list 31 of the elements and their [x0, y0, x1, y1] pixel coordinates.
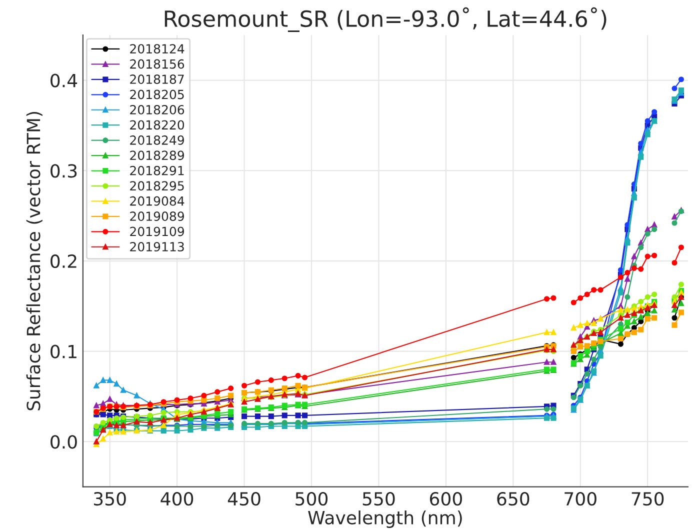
x-tick-label: 600: [430, 492, 462, 506]
x-tick-label: 400: [160, 492, 194, 506]
legend-label: 2018205: [130, 90, 184, 100]
x-tick-label: 650: [497, 492, 530, 506]
legend-label: 2018156: [130, 59, 184, 69]
y-axis-title: Surface Reflectance (vector RTM): [26, 112, 42, 410]
y-tick-label: 0.4: [50, 74, 78, 88]
x-tick-label: 700: [564, 492, 596, 506]
chart-title: Rosemount_SR (Lon=-93.0˚, Lat=44.6˚): [164, 7, 606, 32]
y-tick-label: 0.1: [50, 344, 76, 358]
legend-label: 2019084: [130, 196, 184, 206]
x-tick-label: 350: [94, 492, 126, 506]
y-tick-label: 0.0: [50, 435, 77, 449]
legend-label: 2019113: [130, 242, 184, 252]
legend-label: 2018249: [130, 135, 184, 145]
legend-label: 2019089: [130, 212, 184, 221]
x-tick-label: 450: [228, 492, 260, 506]
x-tick-label: 750: [632, 492, 664, 506]
y-tick-label: 0.3: [50, 164, 77, 178]
legend-label: 2018220: [130, 120, 184, 130]
legend-label: 2018187: [130, 74, 184, 84]
x-axis-title: Wavelength (nm): [308, 510, 462, 528]
x-tick-label: 500: [296, 492, 328, 506]
legend-label: 2018289: [130, 150, 184, 160]
legend-label: 2018295: [130, 181, 184, 191]
legend-label: 2018206: [130, 104, 184, 114]
x-tick-label: 550: [362, 492, 395, 506]
legend-label: 2018291: [130, 166, 184, 176]
legend-label: 2018124: [130, 44, 184, 54]
y-tick-label: 0.2: [50, 254, 76, 268]
legend-label: 2019109: [130, 226, 184, 236]
